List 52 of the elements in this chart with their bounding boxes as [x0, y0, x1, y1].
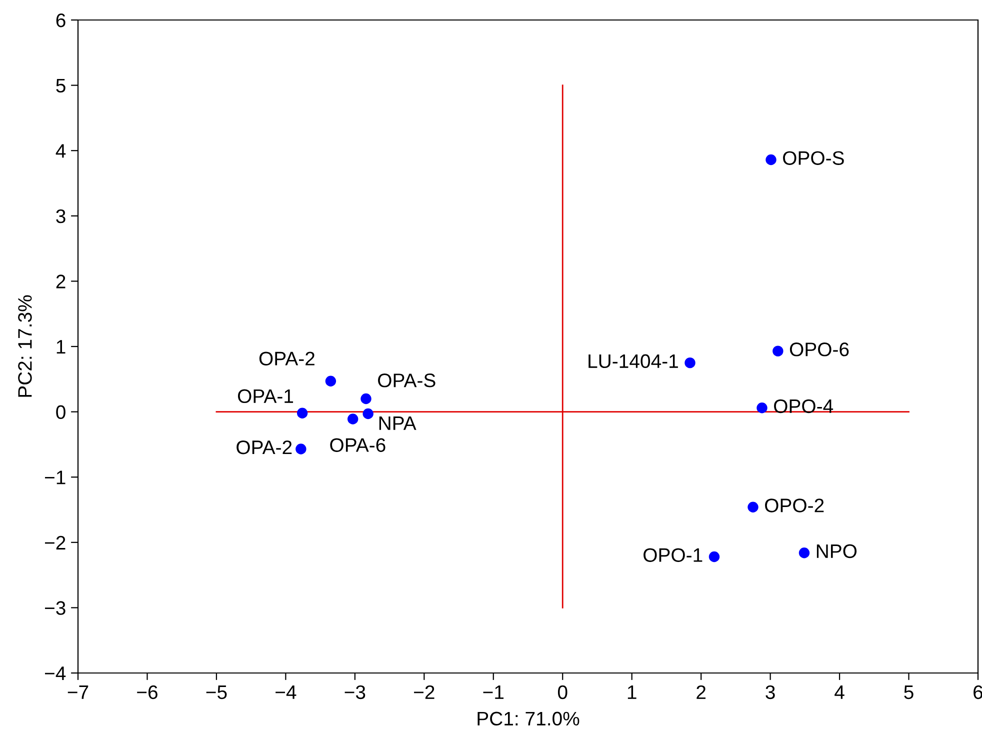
y-tick-label: −2: [44, 536, 66, 550]
annotation: OPO-6: [790, 342, 849, 356]
y-tick-label: 0: [56, 405, 66, 420]
point: [296, 444, 306, 454]
y-tick-label: 4: [56, 144, 66, 158]
x-tick-label: −5: [206, 686, 227, 700]
annotation: NPO: [816, 544, 857, 558]
x-tick-label: −2: [414, 685, 434, 699]
annotation: OPA-1: [238, 389, 294, 404]
x-tick-label: −1: [483, 686, 504, 699]
y-tick-label: −4: [44, 666, 66, 680]
point: [766, 154, 776, 166]
x-tick-label: −7: [68, 686, 88, 699]
y-tick-label: 6: [56, 13, 66, 28]
annotation: OPO-S: [783, 151, 844, 165]
y-tick-label: −1: [44, 470, 66, 484]
x-tick-label: −3: [344, 685, 366, 700]
annotation: LU-1404-1: [588, 354, 678, 368]
x-tick-label: 4: [834, 686, 844, 699]
annotation: NPA: [379, 416, 416, 430]
point: [360, 393, 372, 404]
point: [296, 408, 308, 418]
point: [325, 376, 336, 386]
y-tick-label: 2: [56, 274, 66, 288]
x-tick-label: −6: [137, 685, 158, 700]
x-tick-label: 3: [766, 685, 775, 700]
y-axis-title: PC2: 17.3%: [18, 295, 32, 397]
point: [362, 408, 374, 420]
x-tick-label: 5: [904, 686, 914, 700]
annotation: OPA-2: [259, 352, 314, 366]
point: [772, 346, 784, 356]
annotation: OPA-6: [330, 438, 386, 452]
point: [347, 414, 358, 424]
annotation: OPO-2: [765, 498, 824, 512]
x-tick-label: −4: [276, 686, 296, 699]
annotation: OPO-4: [774, 399, 834, 414]
y-tick-label: 3: [56, 209, 66, 224]
x-tick-label: 2: [696, 685, 706, 699]
point: [748, 502, 758, 512]
y-tick-label: 5: [56, 78, 66, 93]
y-tick-label: 1: [56, 340, 66, 354]
y-tick-label: −3: [44, 601, 66, 615]
point: [708, 551, 720, 562]
point: [756, 402, 768, 414]
x-tick-label: 0: [558, 685, 568, 700]
annotation: OPA-S: [378, 374, 436, 388]
annotation: OPA-2: [236, 440, 292, 454]
point: [798, 547, 810, 558]
point: [684, 357, 696, 368]
x-tick-label: 1: [628, 686, 636, 699]
x-axis-title: PC1: 71.0%: [478, 712, 580, 726]
annotation: OPO-1: [644, 548, 702, 562]
